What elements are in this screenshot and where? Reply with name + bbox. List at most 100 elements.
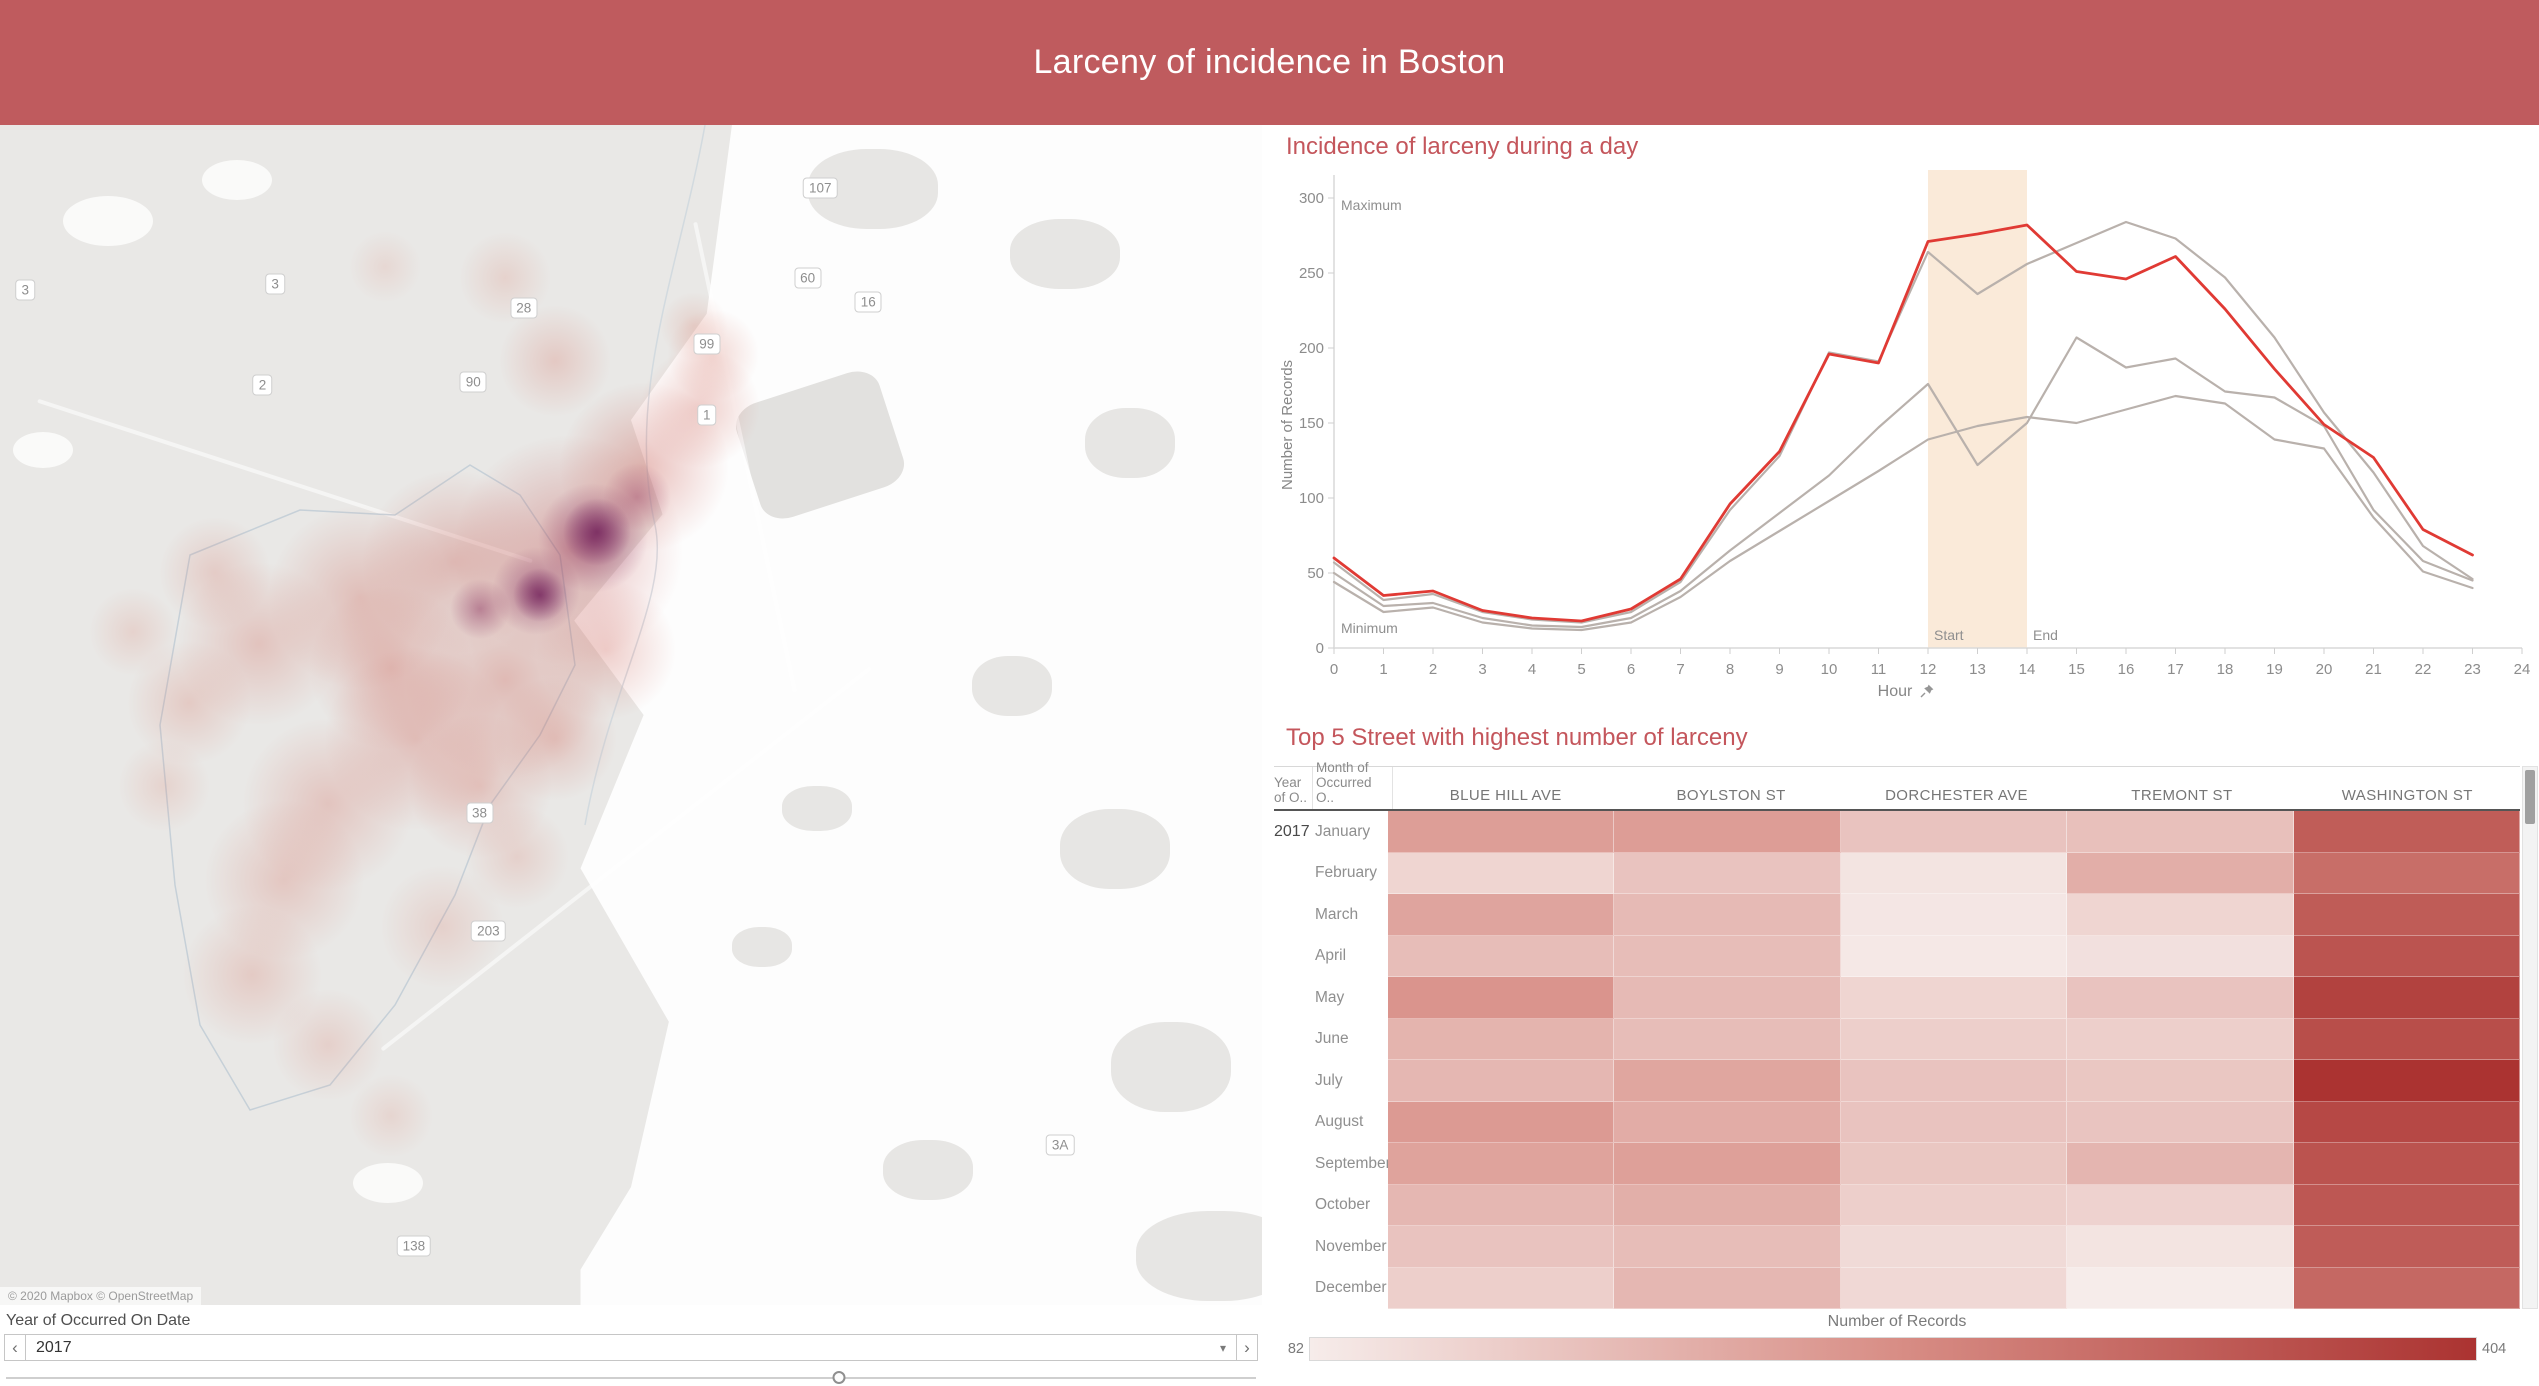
x-tick-label: 8 [1726, 661, 1734, 678]
heatmap-cell[interactable] [2067, 852, 2294, 894]
column-header[interactable]: BOYLSTON ST [1676, 787, 1786, 804]
previous-year-button[interactable]: ‹ [4, 1334, 26, 1361]
year-label [1274, 936, 1312, 978]
heatmap-cell[interactable] [2067, 1184, 2294, 1226]
heatmap-cell[interactable] [2293, 1101, 2521, 1143]
slider-handle[interactable] [832, 1371, 846, 1384]
y-tick-label: 50 [1307, 565, 1324, 582]
heatmap-cell[interactable] [2293, 935, 2521, 977]
heatmap-row: November [1274, 1226, 2521, 1268]
heatmap-cell[interactable] [1614, 1018, 1841, 1060]
heatmap-cell[interactable] [2067, 1060, 2294, 1102]
year-dropdown[interactable]: 2017 ▾ [26, 1334, 1236, 1361]
heatmap-cell[interactable] [2293, 852, 2521, 894]
heatmap-cell[interactable] [1840, 1018, 2068, 1060]
heatmap-cell[interactable] [1388, 1143, 1615, 1185]
year-label [1274, 1019, 1312, 1061]
heatmap-cell[interactable] [2293, 1184, 2521, 1226]
heatmap-cell[interactable] [1614, 1060, 1841, 1102]
heatmap-cell[interactable] [1840, 977, 2068, 1019]
heatmap-cell[interactable] [1388, 852, 1615, 894]
year-filter: Year of Occurred On Date ‹ 2017 ▾ › [0, 1310, 1262, 1386]
heat-blob [176, 562, 341, 727]
heatmap-cell[interactable] [1840, 1060, 2068, 1102]
heatmap-cell[interactable] [2293, 1143, 2521, 1185]
heatmap-cell[interactable] [1840, 1267, 2068, 1309]
column-header[interactable]: DORCHESTER AVE [1885, 787, 2028, 804]
heatmap-cell[interactable] [1840, 894, 2068, 936]
heatmap-cell[interactable] [1840, 935, 2068, 977]
heatmap-cell[interactable] [2067, 1101, 2294, 1143]
x-tick-label: 18 [2217, 661, 2234, 678]
heatmap-cell[interactable] [1614, 1184, 1841, 1226]
heatmap-row: August [1274, 1101, 2521, 1143]
heatmap-cell[interactable] [1388, 1060, 1615, 1102]
heatmap-cell[interactable] [1388, 935, 1615, 977]
heatmap-cell[interactable] [2293, 1267, 2521, 1309]
heatmap-cell[interactable] [2293, 1226, 2521, 1268]
heatmap-cell[interactable] [1840, 1143, 2068, 1185]
heat-blob [127, 641, 252, 766]
heatmap-cell[interactable] [2293, 811, 2521, 853]
month-label: December [1315, 1279, 1387, 1297]
slider-track[interactable] [6, 1377, 1256, 1379]
x-tick-label: 9 [1775, 661, 1783, 678]
heatmap-cell[interactable] [1388, 811, 1615, 853]
year-slider[interactable] [0, 1370, 1262, 1386]
column-header[interactable]: WASHINGTON ST [2341, 787, 2473, 804]
heatmap-cell[interactable] [1614, 852, 1841, 894]
heatmap-cell[interactable] [2067, 894, 2294, 936]
heatmap-cell[interactable] [2293, 894, 2521, 936]
heat-blob [118, 739, 211, 832]
heatmap-cell[interactable] [1614, 811, 1841, 853]
heatmap-cell[interactable] [1614, 1101, 1841, 1143]
heatmap-cell[interactable] [1840, 1101, 2068, 1143]
heatmap-cell[interactable] [2067, 1226, 2294, 1268]
heatmap-cell[interactable] [1388, 894, 1615, 936]
heatmap-cell[interactable] [1614, 1143, 1841, 1185]
heatmap-cell[interactable] [1614, 1267, 1841, 1309]
heatmap-cell[interactable] [1840, 1226, 2068, 1268]
heatmap-cell[interactable] [1614, 977, 1841, 1019]
heatmap-cell[interactable] [1388, 1226, 1615, 1268]
series-line[interactable] [1332, 223, 2474, 623]
column-header[interactable]: BLUE HILL AVE [1449, 787, 1562, 804]
heatmap-cell[interactable] [2067, 977, 2294, 1019]
column-header[interactable]: TREMONT ST [2131, 787, 2233, 804]
heatmap-cell[interactable] [1840, 811, 2068, 853]
heatmap-cell[interactable] [2067, 1267, 2294, 1309]
heatmap-cell[interactable] [2067, 1018, 2294, 1060]
series-line[interactable] [1332, 336, 2474, 629]
vertical-scrollbar[interactable] [2522, 766, 2538, 1309]
map-canvas[interactable]: 3 3 2 28 107 60 16 99 1 90 38 203 3A 138 © 2020 Mapbo… [0, 125, 1262, 1305]
heat-blob [404, 579, 605, 780]
heatmap-body: 2017 January February March April May June July… [1274, 811, 2521, 1309]
heatmap-cell[interactable] [1840, 852, 2068, 894]
heatmap-cell[interactable] [2067, 935, 2294, 977]
y-tick-label: 200 [1299, 340, 1324, 357]
heatmap-cell[interactable] [1388, 1184, 1615, 1226]
street-column-headers: BLUE HILL AVE BOYLSTON ST DORCHESTER AVE TR… [1393, 767, 2520, 809]
heatmap-cell[interactable] [2293, 1060, 2521, 1102]
heatmap-cell[interactable] [1614, 1226, 1841, 1268]
heatmap-row: December [1274, 1267, 2521, 1309]
heatmap-cell[interactable] [2067, 1143, 2294, 1185]
scrollbar-thumb[interactable] [2525, 770, 2535, 824]
heatmap-cell[interactable] [1614, 935, 1841, 977]
heatmap-cell[interactable] [1840, 1184, 2068, 1226]
road-badge: 90 [459, 371, 487, 393]
heatmap-cell[interactable] [1388, 1101, 1615, 1143]
heatmap-cell[interactable] [1388, 1267, 1615, 1309]
heatmap-cell[interactable] [2293, 1018, 2521, 1060]
series-line[interactable] [1332, 394, 2474, 632]
heatmap-cell[interactable] [1388, 1018, 1615, 1060]
heatmap-cell[interactable] [2067, 811, 2294, 853]
year-label [1274, 1185, 1312, 1227]
heatmap-cell[interactable] [1388, 977, 1615, 1019]
heatmap-cell[interactable] [1614, 894, 1841, 936]
series-line[interactable] [1332, 220, 2474, 624]
heatmap-cell[interactable] [2293, 977, 2521, 1019]
next-year-button[interactable]: › [1236, 1334, 1258, 1361]
